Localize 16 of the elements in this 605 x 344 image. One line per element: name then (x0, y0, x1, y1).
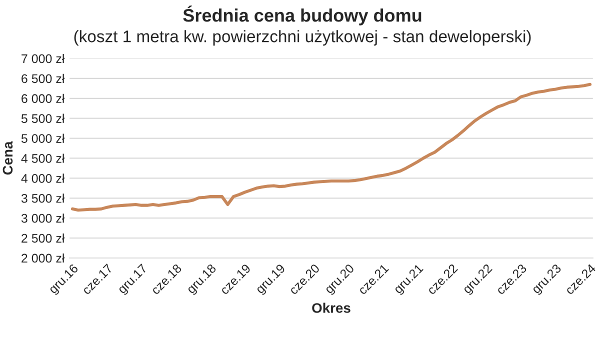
y-tick-label: 2 000 zł (22, 253, 65, 263)
chart-subtitle: (koszt 1 metra kw. powierzchni użytkowej - stan deweloperski) (74, 30, 531, 46)
y-axis-title: Cena (2, 141, 13, 175)
y-tick-label: 6 000 zł (22, 94, 65, 104)
y-tick-label: 6 500 zł (22, 74, 65, 84)
y-tick-label: 7 000 zł (22, 54, 65, 64)
line-series (70, 82, 592, 212)
y-tick-label: 3 000 zł (21, 214, 65, 223)
y-tick-label: 2 500 zł (22, 234, 65, 243)
y-tick-label: 5 000 zł (21, 134, 65, 143)
chart-title: Średnia cena budowy domu (183, 6, 422, 26)
y-tick-label: 3 500 zł (21, 194, 65, 203)
x-axis-title: Okres (312, 302, 350, 313)
y-tick-label: 4 500 zł (21, 154, 65, 163)
y-tick-label: 4 000 zł (21, 174, 65, 183)
y-tick-label: 5 500 zł (21, 114, 65, 123)
